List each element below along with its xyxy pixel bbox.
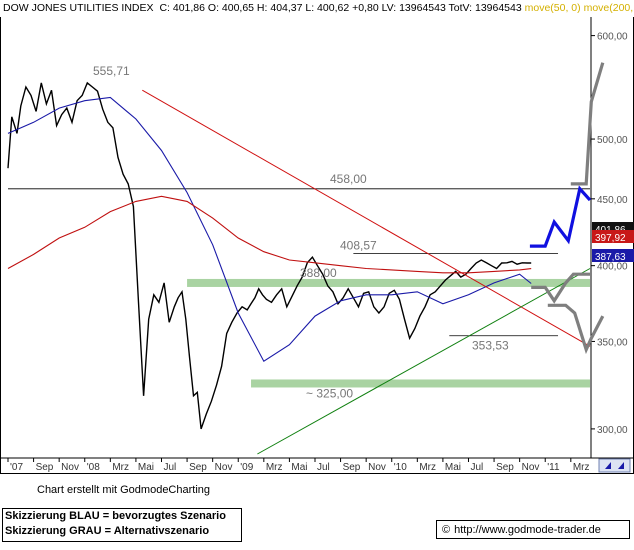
x-tick-label-14: Nov	[368, 462, 386, 473]
y-tick-label-0: 300,00	[597, 425, 628, 436]
chart-header: DOW JONES UTILITIES INDEX C: 401,86 O: 4…	[0, 0, 634, 17]
y-tick-label-1: 350,00	[597, 337, 628, 348]
y-tick-label-3: 450,00	[597, 195, 628, 206]
legend-blue-text: Skizzierung BLAU = bevorzugtes Szenario	[5, 510, 226, 522]
x-tick-label-3: '08	[87, 462, 100, 473]
y-tick-label-5: 600,00	[597, 32, 628, 43]
chart-svg: 300,00 350,00 400,00 450,00 500,00 600,00 '07 S…	[0, 0, 634, 474]
x-tick-label-21: '11	[547, 462, 560, 473]
x-tick-label-10: Mrz	[266, 462, 283, 473]
x-tick-label-5: Mai	[138, 462, 154, 473]
x-tick-label-8: Nov	[215, 462, 233, 473]
x-tick-label-0: '07	[10, 462, 23, 473]
series-uptrend	[257, 268, 591, 455]
x-tick-label-19: Sep	[496, 462, 514, 473]
zoom-icon	[598, 458, 631, 473]
price-box-label-ma200_value: 397,92	[595, 233, 626, 244]
x-tick-label-7: Sep	[189, 462, 207, 473]
series-scenario_gray_lower	[531, 272, 590, 304]
x-tick-label-16: Mrz	[419, 462, 436, 473]
website-url: http://www.godmode-trader.de	[454, 524, 601, 536]
y-tick-label-4: 500,00	[597, 135, 628, 146]
x-tick-label-22: Mrz	[573, 462, 590, 473]
support-zone-3	[187, 278, 591, 287]
x-tick-label-20: Nov	[522, 462, 540, 473]
legend-gray-text: Skizzierung GRAU = Alternativszenario	[5, 525, 210, 537]
level-label-1: 458,00	[330, 172, 367, 186]
zoom-arrow-icon	[605, 462, 611, 469]
x-tick-label-6: Jul	[163, 462, 176, 473]
series-scenario_gray_upper	[570, 62, 605, 186]
chart-credit: Chart erstellt mit GodmodeCharting	[37, 484, 211, 496]
level-label-2: 408,57	[340, 239, 377, 253]
x-tick-label-11: Mai	[291, 462, 307, 473]
level-label-0: 555,71	[93, 64, 130, 78]
level-label-3: 388,00	[300, 266, 337, 280]
ma50-legend: move(50, 0)	[524, 2, 581, 14]
x-tick-label-9: '09	[240, 462, 253, 473]
price-box-ma200_value	[592, 230, 634, 243]
level-label-5: ~ 325,00	[306, 386, 353, 400]
series-price	[7, 81, 532, 430]
price-box-ma50_value	[592, 249, 634, 262]
series-downtrend	[142, 89, 591, 347]
ma200-legend: move(200,	[583, 2, 634, 14]
series-MA200	[7, 195, 532, 274]
scenario-legend: Skizzierung BLAU = bevorzugtes Szenario …	[2, 508, 242, 542]
support-zone-5	[251, 379, 591, 388]
chart-title: DOW JONES UTILITIES INDEX	[3, 2, 154, 14]
x-tick-label-17: Mai	[445, 462, 461, 473]
x-tick-label-4: Mrz	[112, 462, 129, 473]
x-tick-label-12: Jul	[317, 462, 330, 473]
website-link[interactable]: © http://www.godmode-trader.de	[436, 520, 630, 539]
quote-readout: C: 401,86 O: 400,65 H: 404,37 L: 400,62 …	[159, 2, 522, 14]
level-label-4: 353,53	[472, 339, 509, 353]
x-tick-label-15: '10	[394, 462, 407, 473]
chart-area: 300,00 350,00 400,00 450,00 500,00 600,00 '07 S…	[0, 0, 634, 474]
copyright-icon: ©	[442, 524, 451, 536]
x-tick-label-13: Sep	[343, 462, 361, 473]
price-box-label-ma50_value: 387,63	[595, 252, 626, 263]
series-MA50	[7, 96, 532, 362]
y-tick-label-2: 400,00	[597, 262, 628, 273]
series-scenario_gray_lower2	[547, 303, 605, 355]
zoom-arrow2-icon	[618, 462, 624, 469]
x-tick-label-2: Nov	[61, 462, 79, 473]
x-tick-label-1: Sep	[36, 462, 54, 473]
series-scenario_blue	[529, 185, 592, 248]
x-tick-label-18: Jul	[470, 462, 483, 473]
